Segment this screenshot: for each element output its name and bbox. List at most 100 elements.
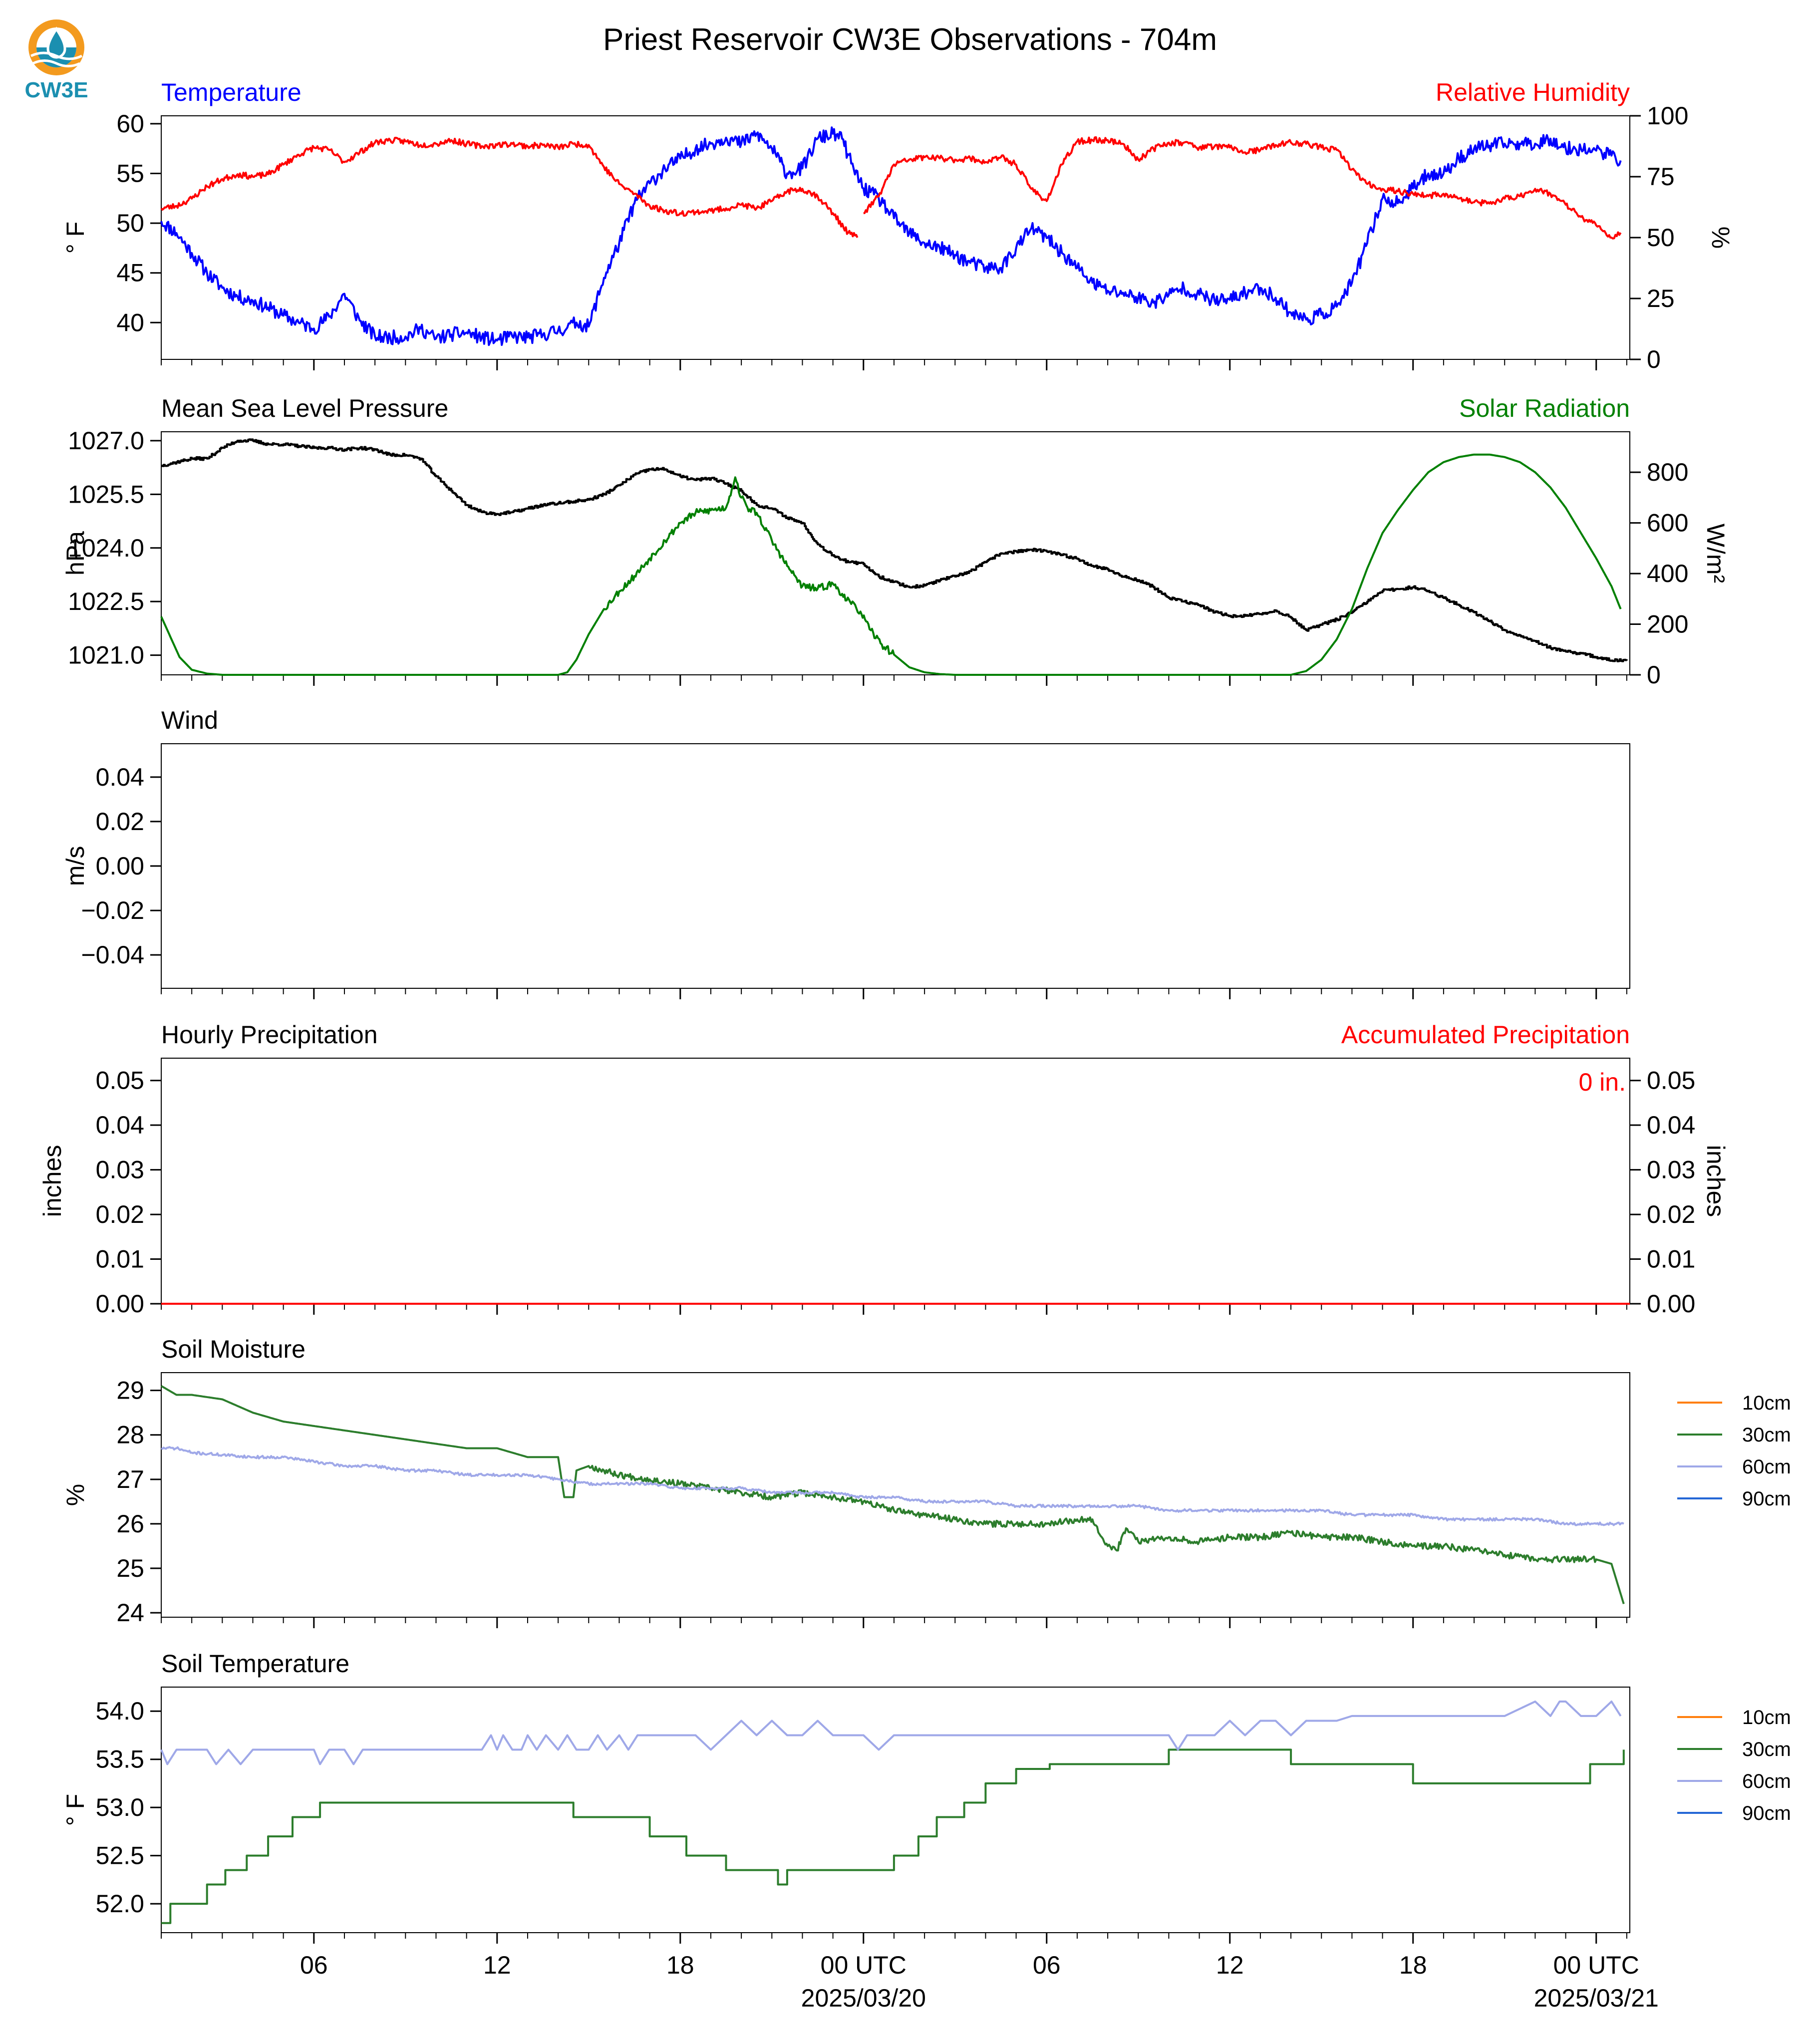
y-tick-label: 29 [116, 1377, 144, 1405]
panel-1: 40 45 50 55 60 ° F 0 25 50 75 100% Temperature Relat… [61, 78, 1735, 373]
cw3e-logo [28, 19, 84, 75]
y2-tick-label: 0 [1647, 345, 1661, 373]
y-tick-label: 28 [116, 1421, 144, 1449]
y2-tick-label: 600 [1647, 509, 1688, 537]
y-tick-label: 1022.5 [68, 587, 144, 615]
legend-label: 90cm [1742, 1802, 1791, 1824]
y-tick-label: 1021.0 [68, 641, 144, 669]
logo-text: CW3E [24, 78, 88, 102]
y-tick-label: 53.0 [96, 1793, 144, 1821]
y-tick-label: 53.5 [96, 1745, 144, 1773]
plot-frame [161, 115, 1630, 360]
y-tick-label: 1024.0 [68, 534, 144, 562]
y2-tick-label: 400 [1647, 560, 1688, 587]
y-tick-label: 52.5 [96, 1842, 144, 1870]
x-tick-label: 18 [666, 1951, 694, 1979]
y-tick-label: 0.03 [96, 1156, 144, 1184]
y2-tick-label: 0.00 [1647, 1290, 1695, 1318]
series-line-relative-humidity [863, 136, 1622, 240]
y-tick-label: 0.01 [96, 1245, 144, 1273]
y2-tick-label: 0.04 [1647, 1111, 1695, 1139]
panel-3: −0.04 −0.02 0.00 0.02 0.04 m/s Wind [61, 706, 1630, 999]
legend-label: 60cm [1742, 1456, 1791, 1478]
legend-label: 90cm [1742, 1488, 1791, 1510]
left-axis-label: m/s [61, 846, 89, 886]
series-line-temperature [160, 126, 1622, 346]
legend-label: 30cm [1742, 1424, 1791, 1446]
y-tick-label: 0.04 [96, 763, 144, 791]
panel-4: 0.00 0.01 0.02 0.03 0.04 0.05 inches 0.00 0.01 0.… [38, 1021, 1730, 1318]
y-tick-label: 1025.5 [68, 480, 144, 508]
plot-frame [161, 1372, 1630, 1618]
right-axis-label: % [1707, 227, 1735, 249]
y-tick-label: 0.04 [96, 1111, 144, 1139]
panel-title-left: Mean Sea Level Pressure [161, 394, 448, 422]
chart-title: Priest Reservoir CW3E Observations - 704… [603, 22, 1217, 57]
series-line-mean-sea-level-pressure [161, 438, 1628, 662]
panel-title-right: Relative Humidity [1436, 78, 1630, 106]
y-tick-label: 45 [116, 259, 144, 287]
legend-label: 10cm [1742, 1392, 1791, 1414]
series-line-solar-radiation [160, 453, 1622, 676]
left-axis-label: % [61, 1484, 89, 1506]
y2-tick-label: 200 [1647, 610, 1688, 638]
y-tick-label: 55 [116, 160, 144, 188]
y2-tick-label: 0.05 [1647, 1067, 1695, 1095]
y2-tick-label: 25 [1647, 285, 1675, 312]
y-tick-label: 0.02 [96, 808, 144, 836]
x-tick-label: 12 [1216, 1951, 1244, 1979]
panel-title-right: Accumulated Precipitation [1341, 1021, 1630, 1049]
left-axis-label: ° F [61, 1794, 89, 1826]
y-tick-label: 25 [116, 1554, 144, 1582]
y-tick-label: 0.00 [96, 1290, 144, 1318]
y-tick-label: 0.02 [96, 1200, 144, 1228]
legend-label: 60cm [1742, 1770, 1791, 1792]
y2-tick-label: 0.01 [1647, 1245, 1695, 1273]
y-tick-label: 60 [116, 110, 144, 138]
y2-tick-label: 50 [1647, 224, 1675, 252]
y-tick-label: 27 [116, 1465, 144, 1493]
x-tick-label: 06 [300, 1951, 328, 1979]
x-tick-label: 00 UTC [821, 1951, 907, 1979]
series-line-relative-humidity [160, 137, 859, 238]
panel-title-left: Soil Temperature [161, 1650, 349, 1678]
y-tick-label: 52.0 [96, 1890, 144, 1918]
y-tick-label: 1027.0 [68, 427, 144, 455]
panel-title-left: Soil Moisture [161, 1335, 305, 1363]
x-tick-label: 06 [1033, 1951, 1061, 1979]
series-line-30cm [161, 1748, 1625, 1924]
panel-title-left: Temperature [161, 78, 302, 106]
y-tick-label: 50 [116, 209, 144, 237]
legend-label: 30cm [1742, 1738, 1791, 1760]
left-axis-label: hPa [61, 531, 89, 576]
y2-tick-label: 0 [1647, 661, 1661, 689]
y-tick-label: −0.04 [81, 941, 144, 969]
y-tick-label: −0.02 [81, 896, 144, 924]
x-date-label: 2025/03/20 [801, 1984, 926, 2012]
legend-label: 10cm [1742, 1707, 1791, 1729]
panel-title-left: Wind [161, 706, 218, 734]
x-tick-label: 00 UTC [1553, 1951, 1639, 1979]
panel-title-left: Hourly Precipitation [161, 1021, 378, 1049]
y2-tick-label: 0.03 [1647, 1156, 1695, 1184]
series-line-60cm [160, 1700, 1622, 1765]
y2-tick-label: 0.02 [1647, 1200, 1695, 1228]
plot-frame [161, 1058, 1630, 1304]
accumulated-total-label: 0 in. [1578, 1068, 1626, 1096]
left-axis-label: ° F [61, 222, 89, 254]
x-tick-label: 18 [1399, 1951, 1427, 1979]
plot-frame [161, 1687, 1630, 1933]
series-line-60cm [161, 1446, 1624, 1526]
panel-5: 24 25 26 27 28 29% Soil Moisture 10cm 30cm 60cm 90… [61, 1335, 1791, 1628]
left-axis-label: inches [38, 1145, 66, 1217]
y2-tick-label: 100 [1647, 102, 1688, 130]
y-tick-label: 54.0 [96, 1697, 144, 1725]
y2-tick-label: 75 [1647, 163, 1675, 191]
y-tick-label: 40 [116, 308, 144, 336]
x-date-label: 2025/03/21 [1534, 1984, 1659, 2012]
right-axis-label: inches [1702, 1145, 1730, 1217]
y-tick-label: 26 [116, 1510, 144, 1538]
plot-frame [161, 743, 1630, 989]
y-tick-label: 24 [116, 1599, 144, 1627]
